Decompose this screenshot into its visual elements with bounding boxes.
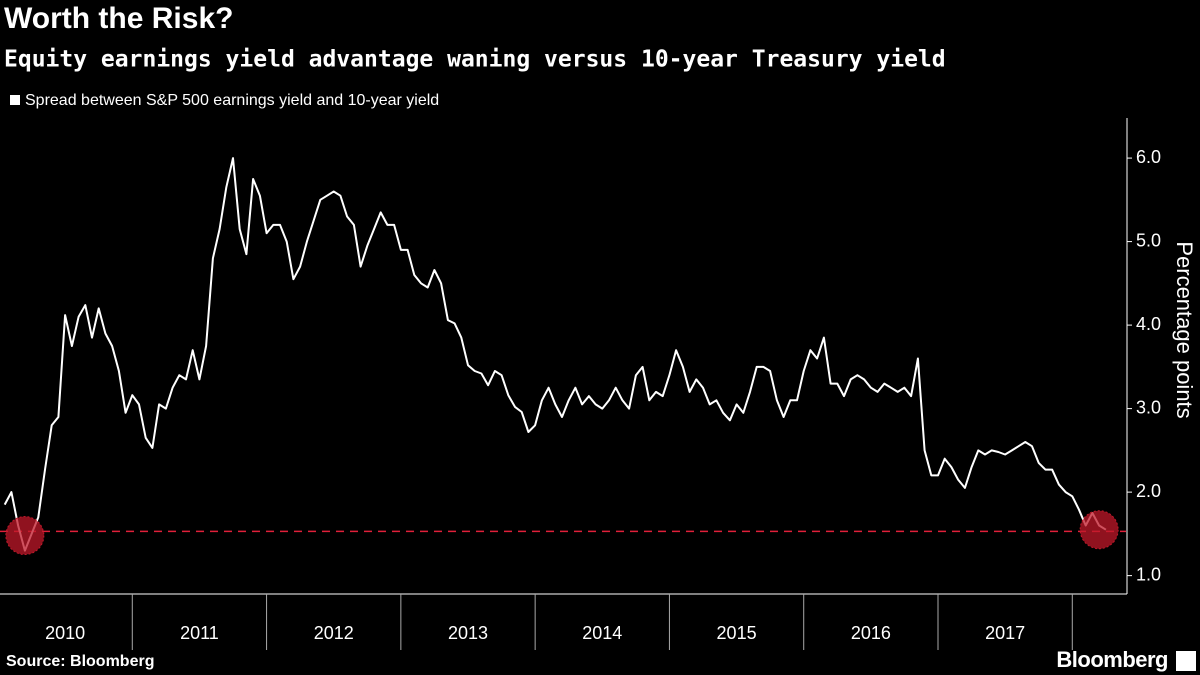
y-tick-label: 4.0 [1136, 314, 1161, 334]
legend-swatch [10, 95, 20, 105]
y-axis-label: Percentage points [1172, 241, 1197, 418]
x-tick-label: 2014 [582, 623, 622, 643]
highlight-circle [5, 516, 45, 556]
chart-subtitle: Equity earnings yield advantage waning v… [4, 47, 946, 73]
brand-icon [1176, 651, 1196, 671]
y-tick-label: 5.0 [1136, 230, 1161, 250]
x-tick-label: 2011 [180, 623, 219, 643]
y-tick-label: 3.0 [1136, 397, 1161, 417]
x-tick-label: 2012 [314, 623, 354, 643]
series-line [3, 157, 1107, 552]
x-tick-label: 2016 [851, 623, 891, 643]
y-tick-label: 6.0 [1136, 147, 1161, 167]
y-tick-label: 2.0 [1136, 481, 1161, 501]
chart-title: Worth the Risk? [4, 2, 233, 35]
highlight-circle [1079, 510, 1119, 550]
x-tick-label: 2017 [985, 623, 1025, 643]
x-tick-label: 2015 [717, 623, 757, 643]
legend-label: Spread between S&P 500 earnings yield an… [25, 92, 439, 109]
source: Source: Bloomberg [6, 653, 154, 670]
x-tick-label: 2010 [45, 623, 85, 643]
x-tick-label: 2013 [448, 623, 488, 643]
y-tick-label: 1.0 [1136, 564, 1161, 584]
brand: Bloomberg [1056, 647, 1168, 672]
